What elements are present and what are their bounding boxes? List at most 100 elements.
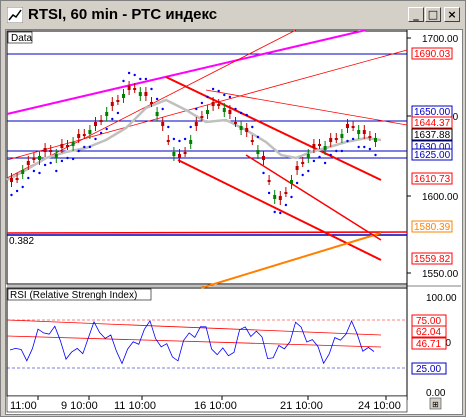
sar-dot <box>357 145 360 149</box>
rsi-reference-lines <box>6 319 407 369</box>
sar-dot <box>318 155 321 159</box>
price-tag-label: 1580.39 <box>414 222 451 233</box>
candle-body <box>239 126 243 130</box>
price-tag-label: 1630.00 <box>414 142 451 153</box>
candle-body <box>211 102 215 106</box>
sar-dot <box>363 145 366 149</box>
sar-dot <box>312 159 316 163</box>
sar-dot <box>239 111 243 115</box>
sar-dot <box>88 145 92 149</box>
sar-dot <box>127 71 131 75</box>
candle-body <box>234 122 237 124</box>
price-tag-label: 1690.03 <box>414 49 451 60</box>
sar-dot <box>55 169 58 173</box>
sar-dot <box>32 169 36 173</box>
candle-body <box>150 102 153 104</box>
chart-area[interactable]: Data 0.382 <box>5 29 463 415</box>
price-tag <box>411 116 453 129</box>
candle-body <box>178 154 181 158</box>
candle-body <box>82 134 86 136</box>
candle-body <box>374 138 377 142</box>
sar-dot <box>178 139 181 143</box>
close-button[interactable]: × <box>444 7 460 22</box>
candle-body <box>200 116 204 118</box>
sar-dot <box>273 210 276 214</box>
candle-body <box>161 122 165 126</box>
rsi-line <box>9 319 375 365</box>
time-label: 11 10:00 <box>114 400 156 412</box>
sar-dot <box>295 181 299 185</box>
title-bar[interactable]: RTSI, 60 min - РТС индекс _ □ × <box>4 4 462 26</box>
sar-dot <box>245 113 248 117</box>
price-tag <box>411 128 453 141</box>
candle-body <box>318 144 321 146</box>
sar-dot <box>167 125 170 129</box>
candle-body <box>194 122 198 126</box>
price-panel-label-box <box>7 31 33 44</box>
sar-dot <box>144 77 148 81</box>
candle-body <box>295 166 299 170</box>
sar-dot <box>228 95 232 99</box>
sar-dot <box>150 87 153 91</box>
h-line-fib-red <box>6 231 408 234</box>
candle-body <box>183 152 187 154</box>
sar-dot <box>43 163 47 167</box>
window-title: RTSI, 60 min - РТС индекс <box>28 6 218 23</box>
candle-body <box>278 196 282 200</box>
scroll-end-button[interactable] <box>429 397 442 410</box>
price-axis: 1700.001650.001600.001550.001690.031650.… <box>407 34 459 280</box>
candle-body <box>138 92 142 96</box>
sar-dot <box>195 107 198 111</box>
rsi-tick-label: 0.00 <box>426 388 446 399</box>
sar-dot <box>346 139 349 143</box>
sar-dot <box>60 159 64 163</box>
rsi-panel-label: RSI (Relative Strengh Index) <box>10 290 137 301</box>
trend-lines <box>6 30 408 289</box>
sar-dot <box>83 145 86 149</box>
candle-body <box>38 156 41 160</box>
candle-body <box>49 150 53 152</box>
time-axis-labels: 11:00 9 10:00 11 10:00 16 10:00 21 10:00 24 1… <box>10 396 401 412</box>
rsi-tick-label: 100.00 <box>426 293 457 304</box>
candle-body <box>54 154 58 158</box>
price-tick-label: 1550.00 <box>422 269 459 280</box>
time-label: 21 10:00 <box>280 400 323 412</box>
sar-dot <box>77 149 80 153</box>
sar-dot <box>172 137 176 141</box>
sar-dot <box>38 171 41 175</box>
sar-dot <box>340 149 344 153</box>
magenta-trendline <box>6 30 367 115</box>
candle-body <box>357 130 361 134</box>
candle-body <box>71 142 75 146</box>
rsi-tag <box>411 362 447 375</box>
sar-dot <box>111 117 114 121</box>
candle-body <box>217 104 221 106</box>
sar-dot <box>71 157 75 161</box>
candle-body <box>133 88 137 90</box>
rsi-tag <box>411 325 447 338</box>
parabolic-sar <box>10 71 377 215</box>
rsi-tag-label: 75.00 <box>416 316 441 327</box>
sar-dot <box>279 211 282 215</box>
sar-dot <box>99 131 103 135</box>
price-tag-label: 1625.00 <box>414 150 451 161</box>
chart-canvas[interactable]: Data 0.382 <box>6 30 462 414</box>
candle-body <box>144 92 148 96</box>
sar-dot <box>307 169 310 173</box>
channel-mid <box>245 154 382 241</box>
candle-body <box>368 136 372 138</box>
sar-dot <box>139 77 142 81</box>
scroll-end-icon: ⊞ <box>432 400 439 409</box>
orange-line <box>200 232 382 289</box>
sar-dot <box>368 147 372 151</box>
rsi-trend-1 <box>6 319 382 336</box>
maximize-button[interactable]: □ <box>425 7 441 22</box>
candle-body <box>228 110 232 114</box>
candle-body <box>15 178 19 180</box>
sar-dot <box>133 73 136 77</box>
candle-body <box>166 140 170 142</box>
rsi-trend-2 <box>6 335 382 348</box>
candle-body <box>189 140 193 144</box>
sar-dot <box>15 189 19 193</box>
minimize-button[interactable]: _ <box>408 7 424 22</box>
